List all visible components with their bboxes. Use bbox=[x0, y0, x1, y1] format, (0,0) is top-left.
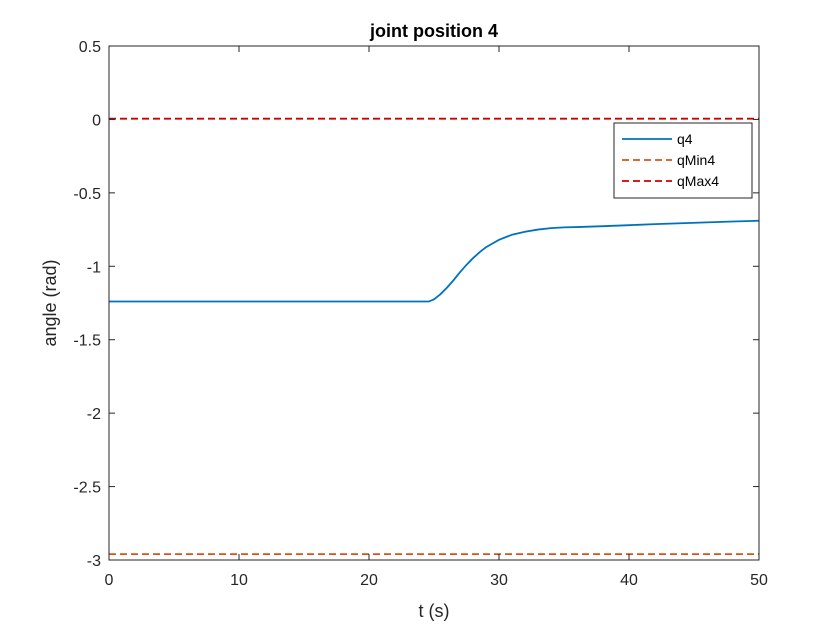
series-line-q4 bbox=[109, 219, 760, 303]
y-axis-label: angle (rad) bbox=[40, 259, 60, 346]
x-tick-label: 0 bbox=[105, 572, 114, 589]
legend-label-qmax4: qMax4 bbox=[677, 173, 719, 189]
y-tick-label: -2 bbox=[87, 406, 101, 423]
x-tick-label: 30 bbox=[490, 572, 508, 589]
x-tick-label: 50 bbox=[750, 572, 768, 589]
x-tick-label: 20 bbox=[360, 572, 378, 589]
y-tick-label: -3 bbox=[87, 553, 101, 570]
legend-label-qmin4: qMin4 bbox=[677, 152, 715, 168]
y-tick-label: 0.5 bbox=[79, 39, 101, 56]
y-tick-label: 0 bbox=[92, 112, 101, 129]
x-tick-label: 40 bbox=[620, 572, 638, 589]
chart-title: joint position 4 bbox=[369, 21, 498, 41]
y-tick-label: -2.5 bbox=[73, 480, 101, 497]
series-layer bbox=[109, 117, 760, 556]
y-tick-label: -1.5 bbox=[73, 333, 101, 350]
x-tick-label: 10 bbox=[230, 572, 248, 589]
legend: q4 qMin4 qMax4 bbox=[613, 122, 753, 199]
y-tick-label: -1 bbox=[87, 259, 101, 276]
tick-layer: 0 10 20 30 40 50 -3 -2.5 -2 -1.5 -1 -0.5 0 0.5 bbox=[73, 39, 768, 589]
x-axis-label: t (s) bbox=[419, 601, 450, 621]
legend-label-q4: q4 bbox=[677, 131, 693, 147]
axes-box bbox=[108, 45, 760, 561]
y-tick-label: -0.5 bbox=[73, 186, 101, 203]
